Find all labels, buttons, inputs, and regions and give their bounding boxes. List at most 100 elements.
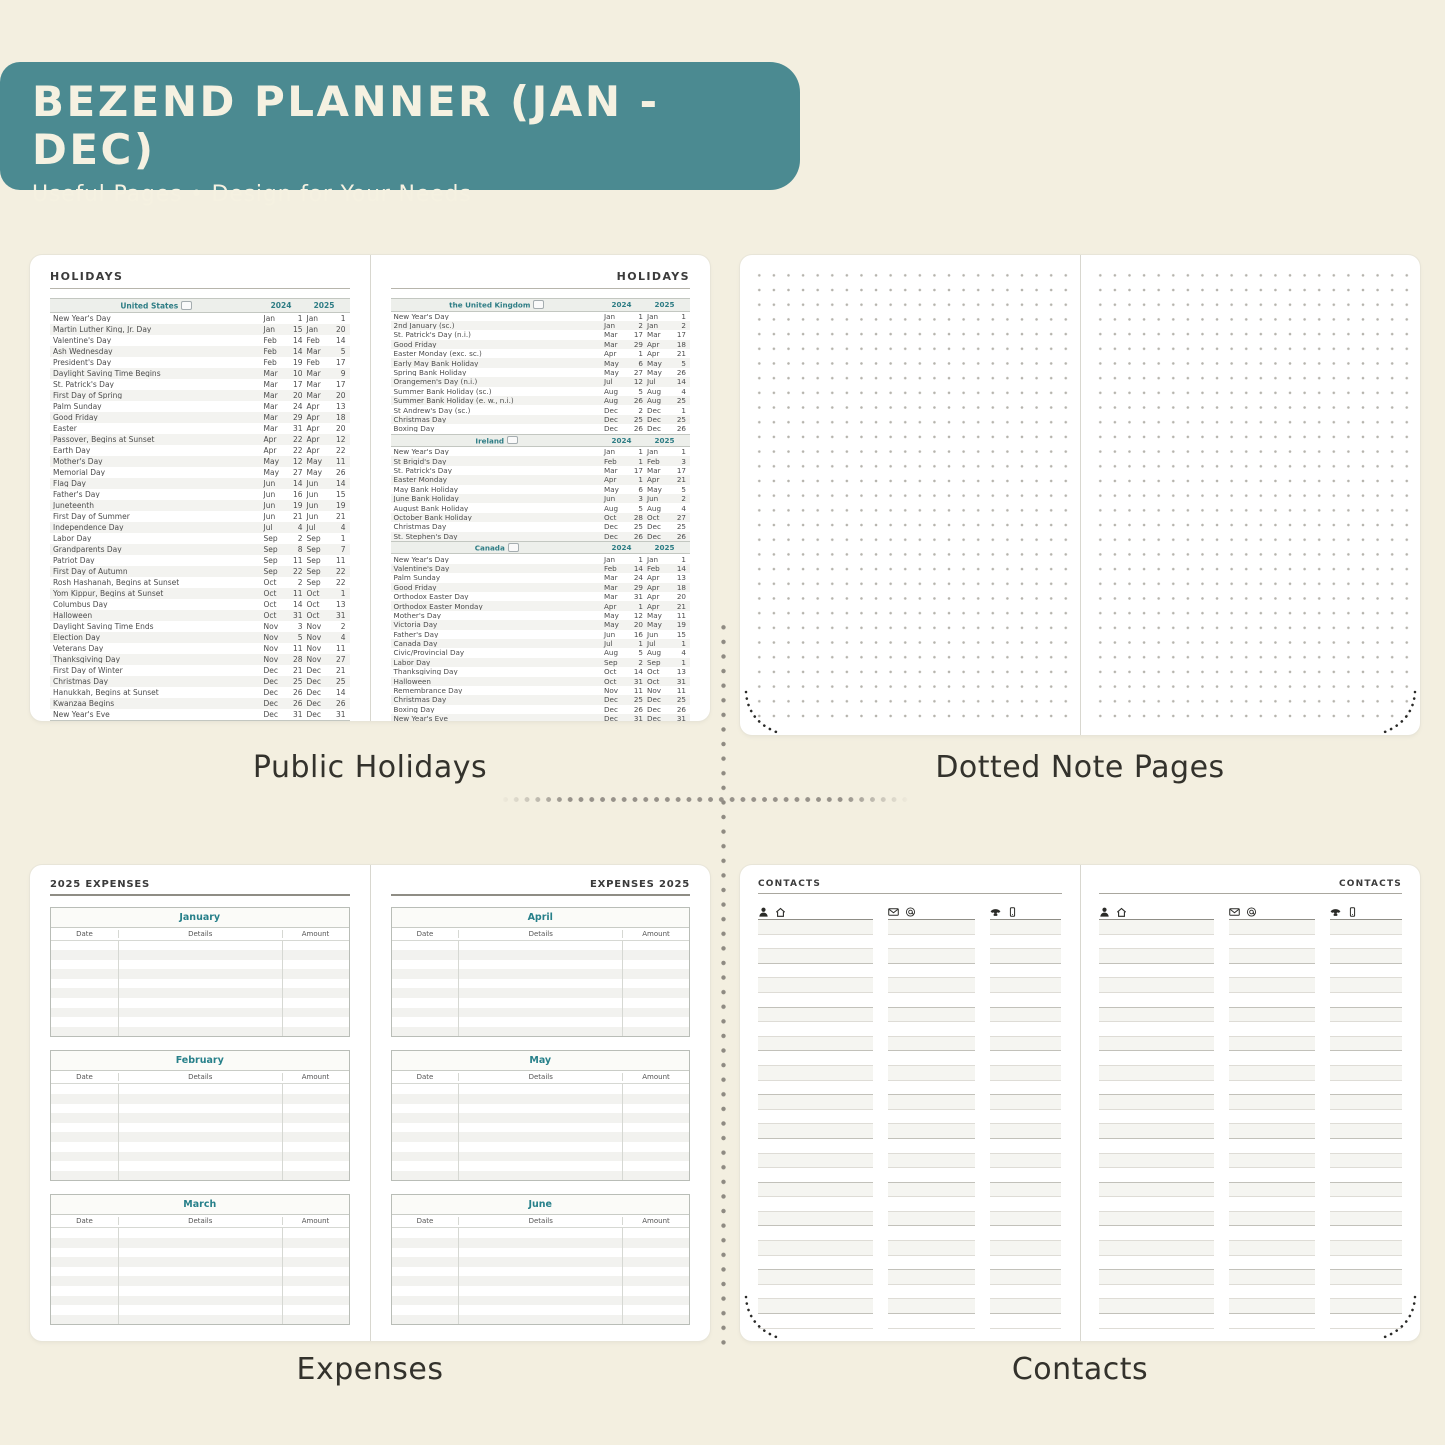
- contact-ruled-line: [989, 1124, 1062, 1139]
- holiday-row: Summer Bank Holiday (e. w., n.i.) Aug 26 Au…: [390, 396, 690, 406]
- expense-empty-cell: [458, 1113, 622, 1123]
- holiday-name: Civic/Provincial Day: [393, 649, 465, 657]
- expense-empty-cell: [622, 1007, 689, 1018]
- contact-ruled-line: [1228, 1022, 1316, 1037]
- expense-empty-cell: [622, 1237, 689, 1248]
- year-column-header: 2025: [654, 435, 675, 445]
- holiday-month-2024: Dec: [263, 709, 279, 719]
- page-spine: [1079, 255, 1081, 735]
- contact-ruled-line: [1228, 1270, 1316, 1285]
- holiday-month-2024: Aug: [604, 648, 619, 658]
- holiday-month-2024: Jan: [263, 324, 276, 334]
- expense-empty-cell: [458, 1276, 622, 1286]
- holiday-day-2025: 31: [335, 709, 346, 719]
- expense-column-label: Date: [416, 1217, 434, 1226]
- holiday-month-2025: Dec: [306, 665, 322, 675]
- holiday-month-2025: Mar: [306, 368, 321, 378]
- holiday-month-2025: Apr: [647, 601, 660, 611]
- expense-empty-row: [51, 1122, 349, 1133]
- contact-ruled-line: [758, 1110, 874, 1125]
- contact-ruled-line: [888, 1314, 975, 1329]
- contact-ruled-line: [758, 1153, 874, 1169]
- expense-empty-cell: [117, 1026, 282, 1037]
- expense-empty-cell: [51, 1142, 118, 1152]
- holiday-row: Passover, Begins at Sunset Apr 22 Apr 12: [50, 434, 350, 445]
- contact-ruled-line: [758, 1095, 874, 1110]
- expense-empty-cell: [117, 1122, 282, 1133]
- holiday-month-2025: Dec: [647, 405, 661, 415]
- expense-column-headers: Date Details Amount: [51, 928, 349, 941]
- holiday-row: New Year's Day Jan 1 Jan 1: [391, 554, 691, 563]
- expense-empty-cell: [458, 1142, 622, 1152]
- contact-ruled-line: [1228, 1036, 1316, 1052]
- expense-empty-row: [51, 998, 349, 1008]
- holiday-day-2024: 14: [633, 667, 643, 677]
- contact-ruled-line: [989, 1007, 1062, 1023]
- expense-empty-cell: [458, 998, 622, 1008]
- holiday-month-2025: Sep: [306, 555, 321, 565]
- holiday-name: Flag Day: [53, 479, 86, 488]
- expense-empty-cell: [458, 1228, 622, 1238]
- holiday-day-2024: 31: [292, 709, 303, 719]
- contact-ruled-line: [888, 1270, 975, 1285]
- home-icon: [775, 907, 786, 917]
- expense-empty-cell: [392, 1296, 459, 1306]
- expense-empty-cell: [392, 941, 459, 951]
- holiday-row: Yom Kippur, Begins at Sunset Oct 11 Oct 1: [50, 588, 350, 599]
- holiday-row: Christmas Day Dec 25 Dec 25: [391, 522, 691, 531]
- contacts-column-icons: [888, 904, 975, 920]
- holiday-day-2025: 20: [335, 324, 346, 334]
- expense-empty-cell: [51, 1267, 118, 1277]
- expense-column-headers: Date Details Amount: [391, 1071, 689, 1085]
- person-icon: [1099, 907, 1110, 917]
- expense-empty-cell: [392, 1257, 459, 1267]
- holiday-day-2025: 25: [676, 522, 686, 532]
- expense-empty-row: [392, 1228, 690, 1238]
- holiday-row: Boxing Day Dec 26 Dec 26: [391, 424, 691, 433]
- expense-empty-cell: [392, 1008, 459, 1018]
- holiday-month-2024: Apr: [604, 601, 617, 611]
- expense-empty-row: [391, 1237, 689, 1248]
- contact-ruled-line: [1330, 1036, 1402, 1052]
- contact-ruled-line: [1098, 1270, 1214, 1285]
- holiday-month-2024: Nov: [263, 632, 279, 642]
- expense-empty-cell: [281, 1170, 349, 1181]
- holiday-row: Patriot Day Sep 11 Sep 11: [50, 555, 350, 566]
- holiday-month-2025: Jul: [647, 639, 656, 649]
- holiday-month-2025: Dec: [306, 687, 322, 697]
- holiday-day-2024: 16: [633, 629, 643, 639]
- holiday-day-2025: 4: [340, 522, 346, 532]
- holiday-day-2025: 26: [335, 698, 346, 708]
- contact-ruled-line: [1228, 1007, 1316, 1023]
- expense-empty-cell: [622, 969, 689, 979]
- expense-empty-row: [392, 1161, 690, 1171]
- expense-empty-cell: [281, 1257, 349, 1267]
- page-spine: [369, 255, 371, 721]
- holiday-name: Hanukkah, Begins at Sunset: [53, 688, 159, 697]
- holiday-row: Easter Mar 31 Apr 20: [50, 423, 350, 434]
- holiday-row: Veterans Day Nov 11 Nov 11: [50, 643, 350, 654]
- expense-empty-cell: [51, 1113, 118, 1123]
- holiday-month-2025: Apr: [306, 401, 320, 411]
- expense-empty-cell: [117, 1257, 282, 1267]
- holiday-name: Mother's Day: [393, 611, 442, 620]
- holiday-row: New Year's Eve Dec 31 Dec 31: [390, 714, 690, 721]
- expense-empty-row: [392, 1285, 690, 1296]
- holiday-day-2025: 12: [335, 434, 346, 444]
- holiday-name: Christmas Day: [393, 696, 447, 704]
- holiday-month-2024: Feb: [604, 563, 617, 573]
- holiday-month-2024: Mar: [604, 465, 618, 475]
- holiday-month-2024: Jul: [604, 377, 613, 387]
- holiday-day-2024: 21: [292, 511, 303, 521]
- holiday-day-2025: 1: [340, 533, 346, 543]
- expense-empty-cell: [281, 1142, 349, 1152]
- expense-empty-cell: [281, 1237, 349, 1248]
- expense-empty-cell: [458, 1314, 622, 1325]
- holiday-day-2025: 17: [676, 465, 686, 475]
- page-subtitle: Useful Pages • Design for Your Needs: [32, 182, 472, 207]
- holiday-month-2024: Dec: [604, 704, 618, 714]
- holiday-day-2024: 17: [292, 379, 303, 389]
- holiday-name: Early May Bank Holiday: [393, 359, 479, 367]
- contact-ruled-line: [989, 1314, 1062, 1329]
- expense-column-label: Date: [76, 1073, 93, 1082]
